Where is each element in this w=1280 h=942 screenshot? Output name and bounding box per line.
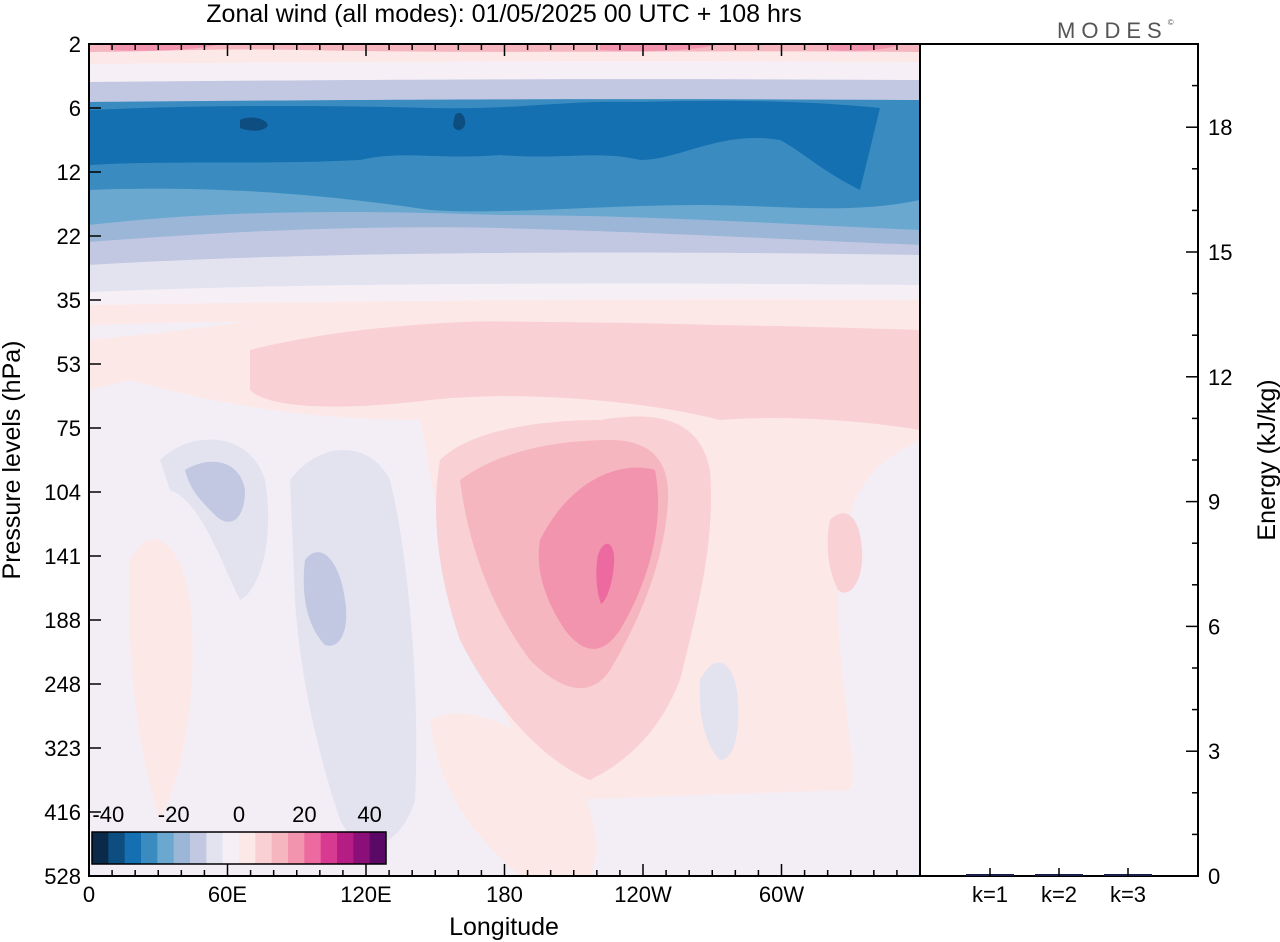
- colorbar-tick-label: -40: [92, 802, 124, 827]
- energy-tick-label: 0: [1208, 864, 1220, 889]
- energy-category-label: k=3: [1110, 882, 1146, 907]
- colorbar-swatch: [369, 832, 387, 864]
- x-tick-label: 0: [83, 882, 95, 907]
- colorbar-frame: [91, 831, 387, 865]
- energy-tick-label: 3: [1208, 739, 1220, 764]
- colorbar-tick-label: 40: [357, 802, 381, 827]
- colorbar-tick-labels: -40 -20 0 20 40: [92, 802, 381, 827]
- blue-patch-60e-inner: [185, 461, 245, 522]
- east-pink-column: [129, 539, 193, 820]
- strat-top-magenta: [110, 44, 900, 52]
- colorbar-tick-label: 0: [233, 802, 245, 827]
- x-tick-label: 60W: [759, 882, 804, 907]
- pink-patch-midlevel: [250, 320, 920, 430]
- y-tick-label: 6: [69, 96, 81, 121]
- colorbar-swatch: [271, 832, 289, 864]
- colorbar-swatch: [288, 832, 305, 864]
- energy-category-label: k=2: [1041, 882, 1077, 907]
- x-tick-label: 60E: [208, 882, 247, 907]
- energy-axis-ticks: 0 3 6 9 12 15 18: [1186, 43, 1232, 889]
- colorbar: [91, 831, 387, 865]
- colorbar-swatch: [157, 832, 175, 864]
- y-tick-label: 141: [44, 544, 81, 569]
- colorbar-tick-label: -20: [158, 802, 190, 827]
- strat-top-light: [89, 74, 920, 102]
- y-tick-label: 12: [57, 160, 81, 185]
- modes-logo: MODES©: [1057, 18, 1174, 44]
- y-tick-label: 53: [57, 352, 81, 377]
- colorbar-swatch: [304, 832, 322, 864]
- strat-core-east: [240, 117, 268, 131]
- colorbar-swatch: [255, 832, 273, 864]
- chart-title: Zonal wind (all modes): 01/05/2025 00 UT…: [206, 0, 801, 28]
- x-tick-label: 120W: [614, 882, 672, 907]
- energy-tick-label: 9: [1208, 490, 1220, 515]
- blue-column-120e-inner: [303, 552, 347, 646]
- energy-tick-label: 12: [1208, 365, 1232, 390]
- x-tick-label: 180: [486, 882, 523, 907]
- y-tick-label: 416: [44, 800, 81, 825]
- strat-top-white: [89, 59, 920, 82]
- colorbar-swatch: [108, 832, 126, 864]
- y-tick-label: 323: [44, 736, 81, 761]
- y-tick-label: 528: [44, 864, 81, 889]
- strat-band-6: [89, 100, 880, 190]
- jet-core: [596, 543, 615, 604]
- energy-tick-label: 18: [1208, 115, 1232, 140]
- energy-bars: k=1 k=2 k=3: [966, 868, 1152, 907]
- y-tick-label: 248: [44, 672, 81, 697]
- wind-field: [89, 44, 920, 876]
- x-axis-label: Longitude: [449, 913, 559, 941]
- energy-axis-label: Energy (kJ/kg): [1253, 379, 1280, 540]
- colorbar-swatch: [353, 832, 371, 864]
- colorbar-swatch: [190, 832, 207, 864]
- energy-tick-label: 15: [1208, 240, 1232, 265]
- energy-plot-frame: [919, 43, 1199, 877]
- logo-mark: ©: [1167, 18, 1174, 27]
- colorbar-swatch: [222, 832, 240, 864]
- energy-category-label: k=1: [972, 882, 1008, 907]
- y-tick-label: 75: [57, 416, 81, 441]
- y-tick-label: 22: [57, 224, 81, 249]
- colorbar-swatch: [239, 832, 256, 864]
- x-tick-label: 120E: [340, 882, 391, 907]
- y-tick-label: 104: [44, 480, 81, 505]
- y-axis-label: Pressure levels (hPa): [0, 341, 26, 580]
- pink-patch-60w: [827, 513, 863, 593]
- y-tick-label: 188: [44, 608, 81, 633]
- colorbar-swatch: [141, 832, 158, 864]
- logo-text: MODES: [1057, 18, 1168, 43]
- colorbar-tick-label: 20: [292, 802, 316, 827]
- blue-patch-60w: [699, 662, 739, 760]
- colorbar-swatch: [337, 832, 354, 864]
- colorbar-swatch: [206, 832, 224, 864]
- y-tick-label: 35: [57, 288, 81, 313]
- colorbar-swatch: [124, 832, 142, 864]
- colorbar-swatch: [320, 832, 338, 864]
- energy-tick-label: 6: [1208, 614, 1220, 639]
- y-tick-label: 2: [69, 32, 81, 57]
- blue-column-120e: [290, 450, 417, 845]
- colorbar-swatch: [92, 832, 109, 864]
- y-axis-ticks: 2 6 12 22 35 53 75 104 141 188 248 323 416 528: [44, 32, 101, 889]
- x-axis-ticks: 0 60E 120E 180 120W 60W: [83, 44, 921, 907]
- strat-core-dateline: [453, 113, 466, 131]
- lower-pink: [430, 713, 596, 876]
- colorbar-swatch: [173, 832, 191, 864]
